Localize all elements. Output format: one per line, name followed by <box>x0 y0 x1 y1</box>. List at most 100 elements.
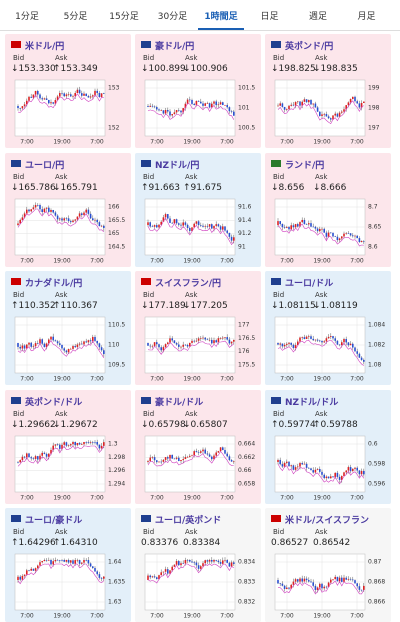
candle-body <box>226 105 228 108</box>
y-tick-label: 1.082 <box>368 342 385 349</box>
y-tick-label: 177 <box>238 322 250 329</box>
candle-body <box>48 339 50 344</box>
candle-body <box>43 98 46 100</box>
candle-body <box>175 457 178 459</box>
rate-card[interactable]: ユーロ/ドル Bid Ask ↓1.08115 ↓1.08119 1.084 1.082 1.… <box>265 271 391 385</box>
rate-card[interactable]: 豪ドル/ドル Bid Ask ↓0.65798 ↓0.65807 0.664 0.662 0.… <box>135 389 261 504</box>
candle-body <box>341 577 343 582</box>
candle-body <box>211 456 213 459</box>
candle-body <box>204 560 206 564</box>
candle-body <box>94 219 96 220</box>
candle-body <box>354 96 356 102</box>
candle-body <box>343 339 345 343</box>
rate-card[interactable]: ランド/円 Bid Ask ↓8.656 ↓8.666 8.7 8.65 8.6 7:00 19:… <box>265 152 391 267</box>
candle-body <box>197 100 200 102</box>
candle-body <box>319 228 321 231</box>
tab[interactable]: 1時間足 <box>198 9 244 30</box>
candle-body <box>206 339 209 341</box>
ask-value: ↓165.791 <box>53 182 98 193</box>
rate-card[interactable]: 豪ドル/円 Bid Ask ↓100.899 ↓100.906 101.5 101 100.5… <box>135 34 261 148</box>
candle-body <box>363 470 365 474</box>
candle-body <box>327 232 330 237</box>
x-tick-label: 19:00 <box>313 139 330 146</box>
candle-body <box>54 99 57 104</box>
candle-body <box>197 220 200 225</box>
candle-body <box>222 102 224 106</box>
tab[interactable]: 日足 <box>260 12 279 22</box>
candle-body <box>30 342 32 347</box>
candle-body <box>224 560 226 561</box>
x-tick-label: 19:00 <box>183 376 200 383</box>
candle-body <box>354 347 356 352</box>
rate-card[interactable]: ユーロ/豪ドル Bid Ask ↑1.64296 ↑1.64310 1.64 1.635 1.… <box>5 508 131 622</box>
y-tick-label: 1.296 <box>108 467 125 474</box>
candle-body <box>347 578 350 580</box>
ask-value: ↓177.205 <box>183 301 228 311</box>
candle-body <box>158 109 160 111</box>
candle-body <box>184 456 187 459</box>
candle-body <box>162 347 165 351</box>
rate-card[interactable]: 英ポンド/ドル Bid Ask ↓1.29662 ↓1.29672 1.3 1.298 1.2… <box>5 389 131 504</box>
candle-body <box>184 344 187 346</box>
candle-body <box>180 563 182 566</box>
candle-body <box>299 101 301 106</box>
tab[interactable]: 30分足 <box>157 12 188 22</box>
candle-body <box>314 469 317 473</box>
candle-body <box>81 93 83 96</box>
rate-card[interactable]: 米ドル/スイスフラン Bid Ask 0.86527 0.86542 0.87 0.868 0… <box>265 508 391 622</box>
tab[interactable]: 週足 <box>308 12 327 22</box>
candle-body <box>314 103 317 108</box>
rate-card[interactable]: ユーロ/円 Bid Ask ↓165.786 ↓165.791 166 165.5 165 16… <box>5 152 131 267</box>
bid-label: Bid <box>273 172 285 181</box>
candle-body <box>297 341 299 346</box>
candle-body <box>297 466 299 467</box>
candle-body <box>215 223 217 226</box>
candle-body <box>305 99 308 103</box>
candle-body <box>50 209 52 212</box>
candle-body <box>336 576 339 582</box>
candle-body <box>19 459 21 462</box>
rate-card[interactable]: カナダドル/円 Bid Ask ↑110.352 ↑110.367 110.5 110 109… <box>5 271 131 385</box>
tab[interactable]: 月足 <box>357 12 376 22</box>
ask-value: ↑91.675 <box>183 182 223 193</box>
candle-body <box>197 338 200 341</box>
tab[interactable]: 15分足 <box>109 12 139 22</box>
rate-card[interactable]: ユーロ/英ポンド Bid Ask 0.83376 0.83384 0.834 0.833 0.… <box>135 508 261 622</box>
candle-body <box>37 204 39 206</box>
candle-body <box>98 92 101 98</box>
candle-body <box>83 560 85 563</box>
x-tick-label: 7:00 <box>150 494 164 501</box>
candle-body <box>151 576 154 578</box>
candle-body <box>294 223 297 227</box>
candle-body <box>297 101 299 103</box>
candle-body <box>208 339 211 341</box>
candle-body <box>23 345 26 349</box>
candle-body <box>286 343 288 345</box>
candle-body <box>290 224 292 229</box>
y-tick-label: 1.3 <box>108 440 118 447</box>
x-tick-label: 19:00 <box>53 376 70 383</box>
candle-body <box>21 216 24 220</box>
rate-card[interactable]: NZドル/円 Bid Ask ↑91.663 ↑91.675 91.6 91.4 91.2 91… <box>135 152 261 267</box>
tab[interactable]: 5分足 <box>63 12 88 22</box>
rate-card[interactable]: NZドル/ドル Bid Ask ↑0.59774 ↑0.59788 0.6 0.598 0.5… <box>265 389 391 504</box>
candle-body <box>149 575 151 578</box>
candle-body <box>310 222 312 227</box>
mini-chart: 0.87 0.868 0.866 7:00 19:00 7:00 <box>274 553 385 620</box>
candle-body <box>316 587 319 590</box>
candle-body <box>356 583 358 587</box>
candle-body <box>65 217 68 219</box>
candle-body <box>308 100 310 103</box>
pair-name: ユーロ/英ポンド <box>155 516 222 526</box>
rate-card[interactable]: 英ポンド/円 Bid Ask ↓198.825 ↓198.835 199 198 197 7:0… <box>265 34 391 148</box>
tab[interactable]: 1分足 <box>15 12 39 22</box>
pair-name: スイスフラン/円 <box>155 279 222 289</box>
rate-card[interactable]: スイスフラン/円 Bid Ask ↓177.189 ↓177.205 177 176.5 17… <box>135 271 261 385</box>
rate-card[interactable]: 米ドル/円 Bid Ask ↓153.330 ↑153.349 153 152 7:00 19:… <box>5 34 131 148</box>
candle-body <box>171 114 173 116</box>
candle-body <box>279 343 281 345</box>
candle-body <box>87 560 90 564</box>
candle-body <box>338 344 341 346</box>
candle-body <box>217 104 220 106</box>
